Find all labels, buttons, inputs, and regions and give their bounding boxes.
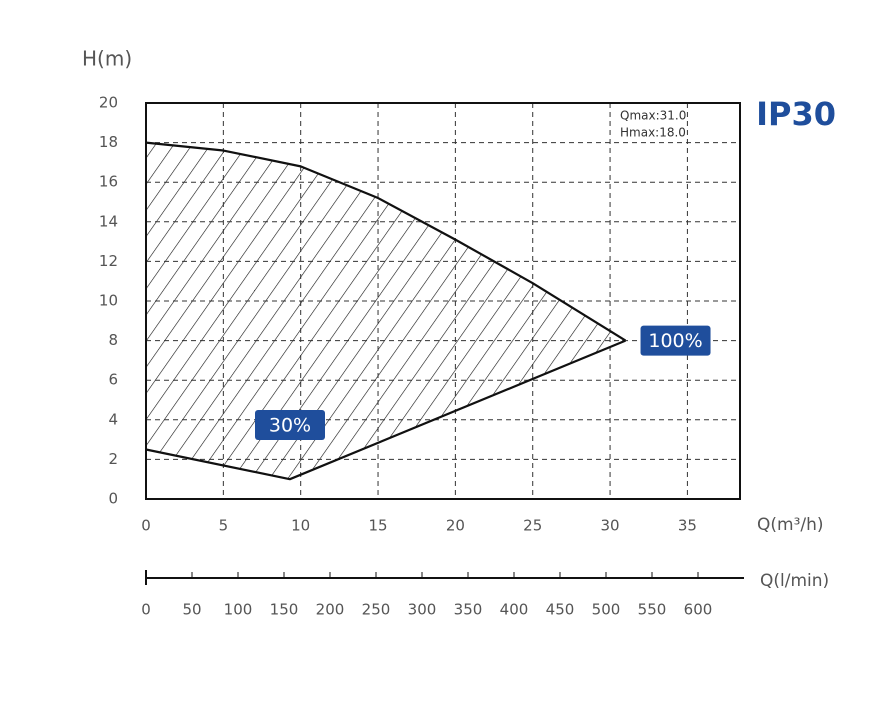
y-tick-label: 8: [108, 331, 118, 349]
y-tick-label: 0: [108, 490, 118, 508]
x2-tick-label: 600: [684, 601, 713, 619]
x2-tick-label: 250: [362, 601, 391, 619]
x2-tick-label: 50: [182, 601, 201, 619]
operating-region: [146, 142, 626, 480]
y-axis-label: H(m): [82, 47, 132, 71]
x-tick-label: 5: [219, 517, 229, 535]
series-badge: [640, 325, 711, 356]
annotation: Qmax:31.0: [620, 109, 686, 123]
x2-tick-label: 400: [500, 601, 529, 619]
x-tick-label: 25: [523, 517, 542, 535]
x2-tick-label: 200: [316, 601, 345, 619]
y-tick-label: 4: [108, 410, 118, 428]
x-tick-label: 20: [446, 517, 465, 535]
legend-label: 30%: [269, 415, 311, 437]
y-tick-label: 20: [99, 94, 118, 112]
x2-tick-label: 300: [408, 601, 437, 619]
x2-tick-label: 350: [454, 601, 483, 619]
y-tick-label: 18: [99, 133, 118, 151]
x-tick-label: 0: [141, 517, 151, 535]
annotation: Hmax:18.0: [620, 126, 686, 140]
legend-label: 100%: [648, 330, 702, 352]
x-axis-label: Q(m³/h): [757, 515, 824, 535]
x2-tick-label: 500: [592, 601, 621, 619]
y-tick-label: 6: [108, 371, 118, 389]
x2-tick-label: 450: [546, 601, 575, 619]
curve: [145, 339, 626, 481]
curve: [145, 141, 627, 342]
plot-frame: [145, 102, 741, 500]
x2-tick-label: 0: [141, 601, 151, 619]
x-tick-label: 15: [368, 517, 387, 535]
x-tick-label: 30: [601, 517, 620, 535]
series-badge: [255, 410, 325, 440]
model-title: IP30: [756, 95, 836, 133]
y-tick-label: 10: [99, 292, 118, 310]
x-tick-label: 35: [678, 517, 697, 535]
x2-axis-label: Q(l/min): [760, 571, 829, 591]
y-tick-label: 12: [99, 252, 118, 270]
x2-tick-label: 100: [224, 601, 253, 619]
x-tick-label: 10: [291, 517, 310, 535]
y-tick-label: 14: [99, 212, 118, 230]
y-tick-label: 16: [99, 173, 118, 191]
y-tick-label: 2: [108, 450, 118, 468]
x2-tick-label: 150: [270, 601, 299, 619]
x2-tick-label: 550: [638, 601, 667, 619]
